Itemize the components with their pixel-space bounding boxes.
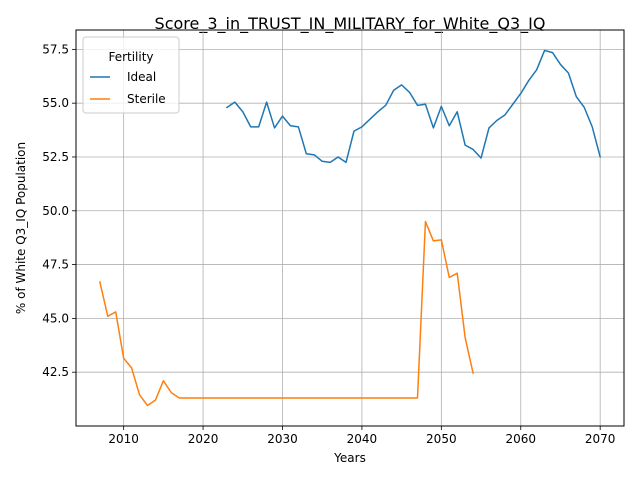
x-tick-label: 2030 [267,432,298,446]
series-line-ideal [226,49,601,164]
x-axis-label: Years [333,451,366,465]
x-tick-label: 2070 [585,432,616,446]
y-tick-label: 52.5 [42,150,69,164]
legend-label-sterile: Sterile [127,92,166,106]
y-tick-label: 50.0 [42,204,69,218]
x-tick-label: 2060 [505,432,536,446]
y-tick-label: 42.5 [42,365,69,379]
series-line-sterile [99,220,474,407]
y-tick-label: 55.0 [42,96,69,110]
y-tick-label: 47.5 [42,258,69,272]
chart-title: Score_3_in_TRUST_IN_MILITARY_for_White_Q… [155,14,546,34]
y-tick-label: 45.0 [42,311,69,325]
x-tick-label: 2040 [347,432,378,446]
plot-frame [75,29,625,427]
axis-ticks: 2010 2020 2030 2040 2050 2060 2070 42.5 45.0 47.5… [42,42,615,446]
y-axis-label: % of White Q3_IQ Population [14,142,28,314]
legend: Fertility Ideal Sterile [82,36,180,114]
x-tick-label: 2050 [426,432,457,446]
series-lines [99,49,601,407]
grid [76,30,624,426]
x-tick-label: 2020 [188,432,219,446]
legend-title: Fertility [108,50,153,64]
legend-label-ideal: Ideal [127,70,156,84]
legend-box [82,36,180,114]
x-tick-label: 2010 [108,432,139,446]
y-tick-label: 57.5 [42,42,69,56]
